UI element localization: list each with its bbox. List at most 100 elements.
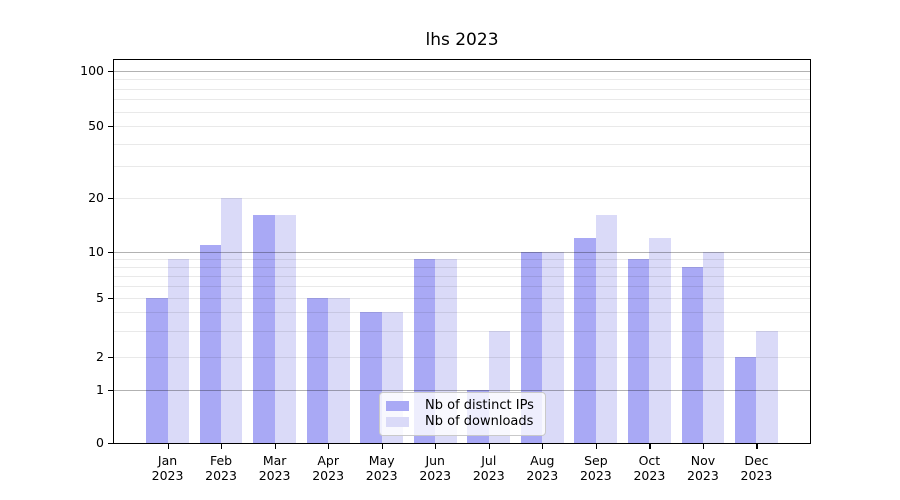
gridline-major-10 (114, 252, 810, 253)
legend-swatch-distinct-ips (386, 401, 409, 411)
bar-nb-of-distinct-ips-dec (735, 357, 757, 443)
bar-nb-of-distinct-ips-mar (253, 215, 275, 443)
gridline-major-100 (114, 71, 810, 72)
y-tick-label-5: 5 (96, 290, 104, 305)
y-tick-20 (108, 198, 113, 200)
x-tick-label-oct: Oct 2023 (621, 453, 677, 483)
x-label-month: Jan (157, 453, 178, 468)
gridline-minor-30 (114, 166, 810, 168)
x-tick-label-aug: Aug 2023 (514, 453, 570, 483)
y-tick-label-100: 100 (80, 63, 104, 78)
y-tick-100 (108, 71, 113, 73)
bar-nb-of-downloads-jan (167, 258, 189, 443)
x-tick-label-jun: Jun 2023 (407, 453, 463, 483)
chart-title: lhs 2023 (425, 30, 499, 50)
bar-nb-of-distinct-ips-may (360, 312, 382, 443)
bar-nb-of-downloads-nov (702, 252, 725, 443)
gridline-minor-4 (114, 312, 810, 314)
x-tick-aug (542, 444, 544, 449)
gridline-minor-20 (114, 198, 810, 199)
x-tick-nov (702, 444, 705, 449)
x-label-month: Jun (425, 453, 445, 468)
x-tick-jul (488, 444, 490, 449)
legend-row-downloads: Nb of downloads (386, 414, 537, 430)
x-label-year: 2023 (633, 468, 666, 483)
gridline-minor-50 (114, 126, 810, 127)
x-tick-apr (328, 444, 330, 449)
gridline-minor-8 (114, 266, 810, 268)
y-tick-label-20: 20 (88, 190, 104, 205)
bar-nb-of-downloads-mar (274, 215, 297, 443)
x-tick-label-mar: Mar 2023 (247, 453, 303, 483)
bar-nb-of-downloads-dec (756, 330, 778, 443)
x-tick-mar (274, 444, 276, 449)
bar-nb-of-downloads-sep (595, 215, 618, 443)
x-label-year: 2023 (205, 468, 237, 483)
x-label-year: 2023 (258, 468, 291, 483)
bar-nb-of-distinct-ips-nov (681, 266, 703, 443)
x-label-month: Sep (584, 453, 608, 468)
x-label-year: 2023 (312, 468, 345, 483)
gridline-minor-90 (114, 79, 810, 81)
gridline-minor-9 (114, 258, 810, 260)
bar-nb-of-downloads-feb (221, 198, 243, 443)
gridline-minor-2 (114, 357, 810, 358)
x-tick-label-apr: Apr 2023 (300, 453, 356, 483)
x-tick-oct (649, 444, 651, 449)
y-tick-0 (108, 443, 113, 445)
x-tick-label-feb: Feb 2023 (193, 453, 249, 483)
x-label-month: Feb (209, 453, 233, 468)
y-tick-5 (108, 298, 113, 300)
y-tick-10 (108, 252, 113, 254)
x-tick-feb (221, 444, 223, 449)
x-label-year: 2023 (151, 468, 184, 483)
bar-nb-of-distinct-ips-oct (627, 258, 650, 443)
plot-area (113, 59, 811, 444)
gridline-minor-70 (114, 99, 810, 101)
bar-nb-of-distinct-ips-apr (306, 298, 329, 443)
x-label-year: 2023 (419, 468, 452, 483)
x-label-year: 2023 (579, 468, 612, 483)
legend-row-distinct-ips: Nb of distinct IPs (386, 398, 537, 414)
x-label-month: Aug (530, 453, 555, 468)
bar-nb-of-downloads-aug (542, 252, 564, 443)
gridline-minor-40 (114, 143, 810, 145)
y-tick-label-2: 2 (96, 349, 104, 364)
x-tick-label-may: May 2023 (354, 453, 410, 483)
gridline-minor-3 (114, 330, 810, 332)
x-label-year: 2023 (740, 468, 773, 483)
x-label-month: May (368, 453, 395, 468)
x-label-year: 2023 (526, 468, 559, 483)
y-tick-label-50: 50 (88, 118, 104, 133)
bar-nb-of-downloads-oct (649, 237, 671, 443)
x-label-month: Mar (262, 453, 287, 468)
x-label-month: Oct (638, 453, 661, 468)
bar-nb-of-distinct-ips-feb (199, 244, 222, 443)
x-label-year: 2023 (687, 468, 719, 483)
legend-swatch-downloads (386, 417, 409, 427)
x-label-year: 2023 (472, 468, 505, 483)
x-tick-label-sep: Sep 2023 (568, 453, 624, 483)
x-tick-label-dec: Dec 2023 (728, 453, 784, 483)
x-label-month: Nov (690, 453, 716, 468)
x-tick-sep (595, 444, 598, 449)
x-tick-jun (435, 444, 437, 449)
x-tick-label-nov: Nov 2023 (675, 453, 731, 483)
gridline-minor-6 (114, 285, 810, 287)
gridline-minor-60 (114, 111, 810, 113)
x-tick-label-jul: Jul 2023 (461, 453, 517, 483)
legend-label-downloads: Nb of downloads (425, 414, 534, 429)
x-tick-may (381, 444, 383, 449)
gridline-minor-80 (114, 88, 810, 90)
x-tick-dec (756, 444, 758, 449)
x-label-year: 2023 (365, 468, 398, 483)
y-tick-50 (108, 126, 113, 128)
x-tick-label-jan: Jan 2023 (140, 453, 196, 483)
gridline-major-1 (114, 390, 810, 391)
x-label-month: Apr (317, 453, 339, 468)
bar-nb-of-distinct-ips-sep (574, 237, 596, 443)
bar-nb-of-downloads-apr (328, 298, 350, 443)
y-tick-label-1: 1 (96, 382, 104, 397)
x-label-month: Dec (744, 453, 769, 468)
